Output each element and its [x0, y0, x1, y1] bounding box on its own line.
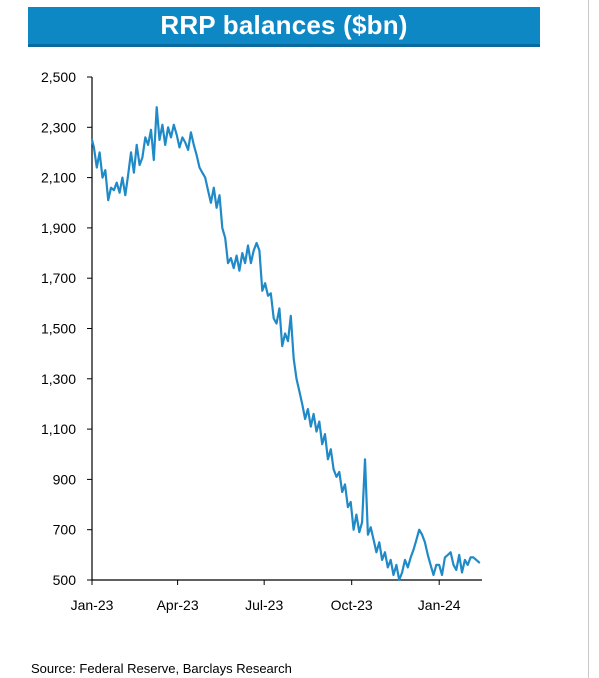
y-tick-label: 1,700 — [41, 270, 76, 286]
x-tick-label: Oct-23 — [331, 597, 373, 613]
chart-title: RRP balances ($bn) — [160, 10, 408, 40]
y-tick-label: 2,300 — [41, 119, 76, 135]
x-tick-label: Jan-23 — [71, 597, 114, 613]
y-tick-label: 2,100 — [41, 170, 76, 186]
y-tick-label: 900 — [53, 471, 77, 487]
y-tick-label: 1,500 — [41, 321, 76, 337]
y-axis-ticks: 500 700 900 1,100 1,300 1,500 1,700 1,900 2,100 2… — [41, 69, 92, 588]
chart-title-bar: RRP balances ($bn) — [28, 7, 540, 47]
y-tick-label: 1,300 — [41, 371, 76, 387]
y-tick-label: 2,500 — [41, 69, 76, 85]
source-note: Source: Federal Reserve, Barclays Resear… — [31, 661, 292, 676]
y-tick-label: 1,100 — [41, 421, 76, 437]
x-axis-ticks: Jan-23 Apr-23 Jul-23 Oct-23 Jan-24 — [71, 580, 461, 613]
x-tick-label: Jan-24 — [418, 597, 461, 613]
y-tick-label: 1,900 — [41, 220, 76, 236]
x-tick-label: Apr-23 — [157, 597, 199, 613]
rrp-balance-line — [90, 106, 481, 582]
x-tick-label: Jul-23 — [245, 597, 283, 613]
y-tick-label: 500 — [53, 572, 77, 588]
y-tick-label: 700 — [53, 522, 77, 538]
page-edge-rule — [588, 0, 589, 678]
